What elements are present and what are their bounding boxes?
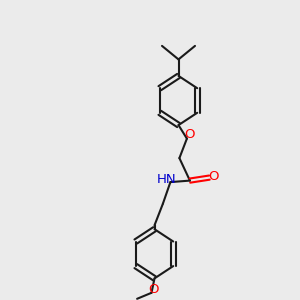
- Text: O: O: [184, 128, 195, 142]
- Text: HN: HN: [157, 173, 176, 186]
- Text: O: O: [209, 169, 219, 183]
- Text: O: O: [148, 283, 159, 296]
